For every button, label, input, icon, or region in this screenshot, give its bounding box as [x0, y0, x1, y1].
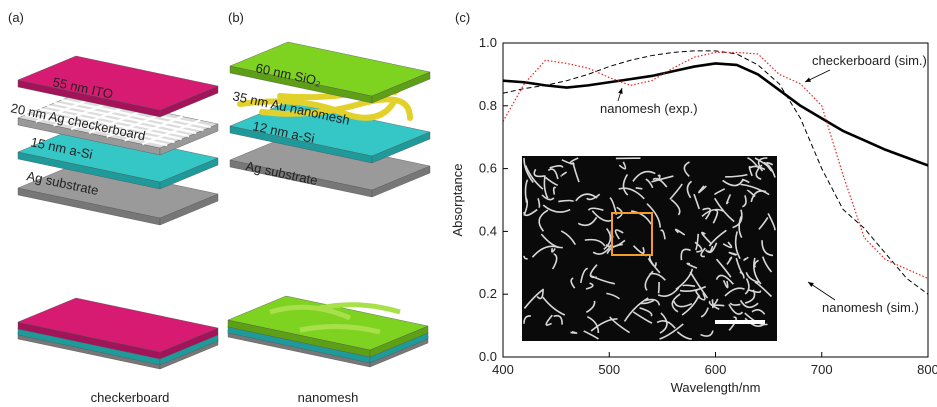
y-tick-label: 1.0: [479, 35, 497, 50]
x-tick-label: 600: [705, 362, 727, 377]
x-tick-label: 800: [917, 362, 937, 377]
y-tick-label: 0.8: [479, 98, 497, 113]
annotation: checkerboard (sim.): [812, 53, 927, 68]
y-axis-label: Absorptance: [450, 164, 465, 237]
x-tick-label: 400: [492, 362, 514, 377]
y-tick-label: 0.2: [479, 286, 497, 301]
annotation: nanomesh (sim.): [822, 300, 919, 315]
x-tick-label: 500: [598, 362, 620, 377]
annotation: nanomesh (exp.): [600, 101, 698, 116]
inset-mesh: [558, 201, 573, 202]
y-tick-label: 0.6: [479, 161, 497, 176]
y-tick-label: 0.4: [479, 223, 497, 238]
caption: checkerboard: [91, 390, 170, 405]
panel-label: (a): [8, 10, 24, 25]
inset-mesh: [636, 188, 643, 189]
panel-label: (c): [455, 10, 470, 25]
x-axis-label: Wavelength/nm: [671, 380, 761, 395]
caption: nanomesh: [298, 390, 359, 405]
panel-label: (b): [228, 10, 244, 25]
inset-mesh: [659, 282, 660, 293]
x-tick-label: 700: [811, 362, 833, 377]
figure: Ag substrate15 nm a-Si20 nm Ag checkerbo…: [0, 0, 937, 407]
inset-mesh: [570, 332, 576, 333]
